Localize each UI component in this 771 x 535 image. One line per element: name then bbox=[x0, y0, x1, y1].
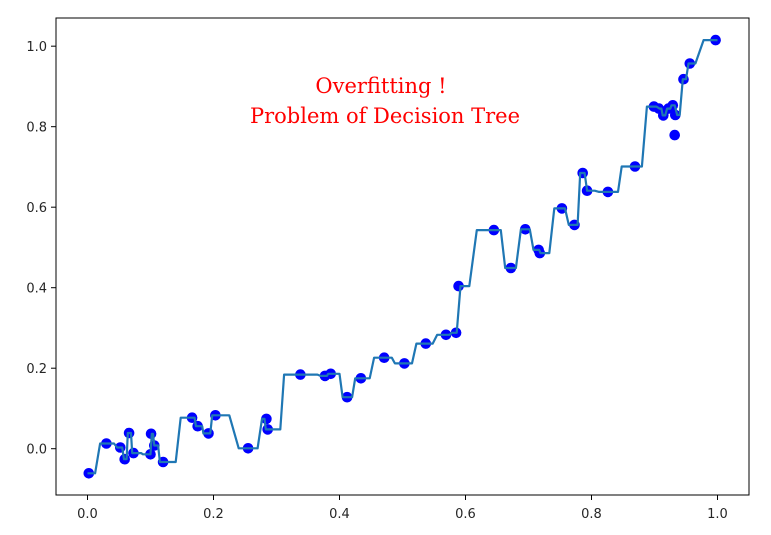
y-tick-label: 0.4 bbox=[26, 282, 47, 297]
y-tick-label: 0.8 bbox=[26, 121, 47, 136]
annotation-line-2: Problem of Decision Tree bbox=[250, 104, 520, 128]
y-tick-label: 0.6 bbox=[26, 201, 47, 216]
y-tick-label: 0.2 bbox=[26, 362, 47, 377]
x-tick-label: 0.8 bbox=[581, 507, 602, 522]
x-tick-label: 1.0 bbox=[707, 507, 728, 522]
y-tick-label: 0.0 bbox=[26, 443, 47, 458]
annotation-line-1: Overfitting ! bbox=[315, 74, 446, 98]
y-tick-label: 1.0 bbox=[26, 40, 47, 55]
axes-frame bbox=[55, 17, 750, 496]
x-tick-label: 0.0 bbox=[77, 507, 98, 522]
x-tick-label: 0.4 bbox=[329, 507, 350, 522]
y-axis: 0.0 0.2 0.4 0.6 0.8 1.0 bbox=[26, 40, 56, 458]
x-tick-label: 0.6 bbox=[455, 507, 476, 522]
x-axis: 0.0 0.2 0.4 0.6 0.8 1.0 bbox=[77, 495, 728, 522]
plot-area bbox=[83, 34, 721, 479]
chart-annotation: Overfitting ! Problem of Decision Tree bbox=[250, 74, 520, 128]
x-tick-label: 0.2 bbox=[203, 507, 224, 522]
fit-line bbox=[87, 38, 718, 475]
data-point bbox=[670, 109, 681, 121]
data-point bbox=[669, 129, 680, 141]
